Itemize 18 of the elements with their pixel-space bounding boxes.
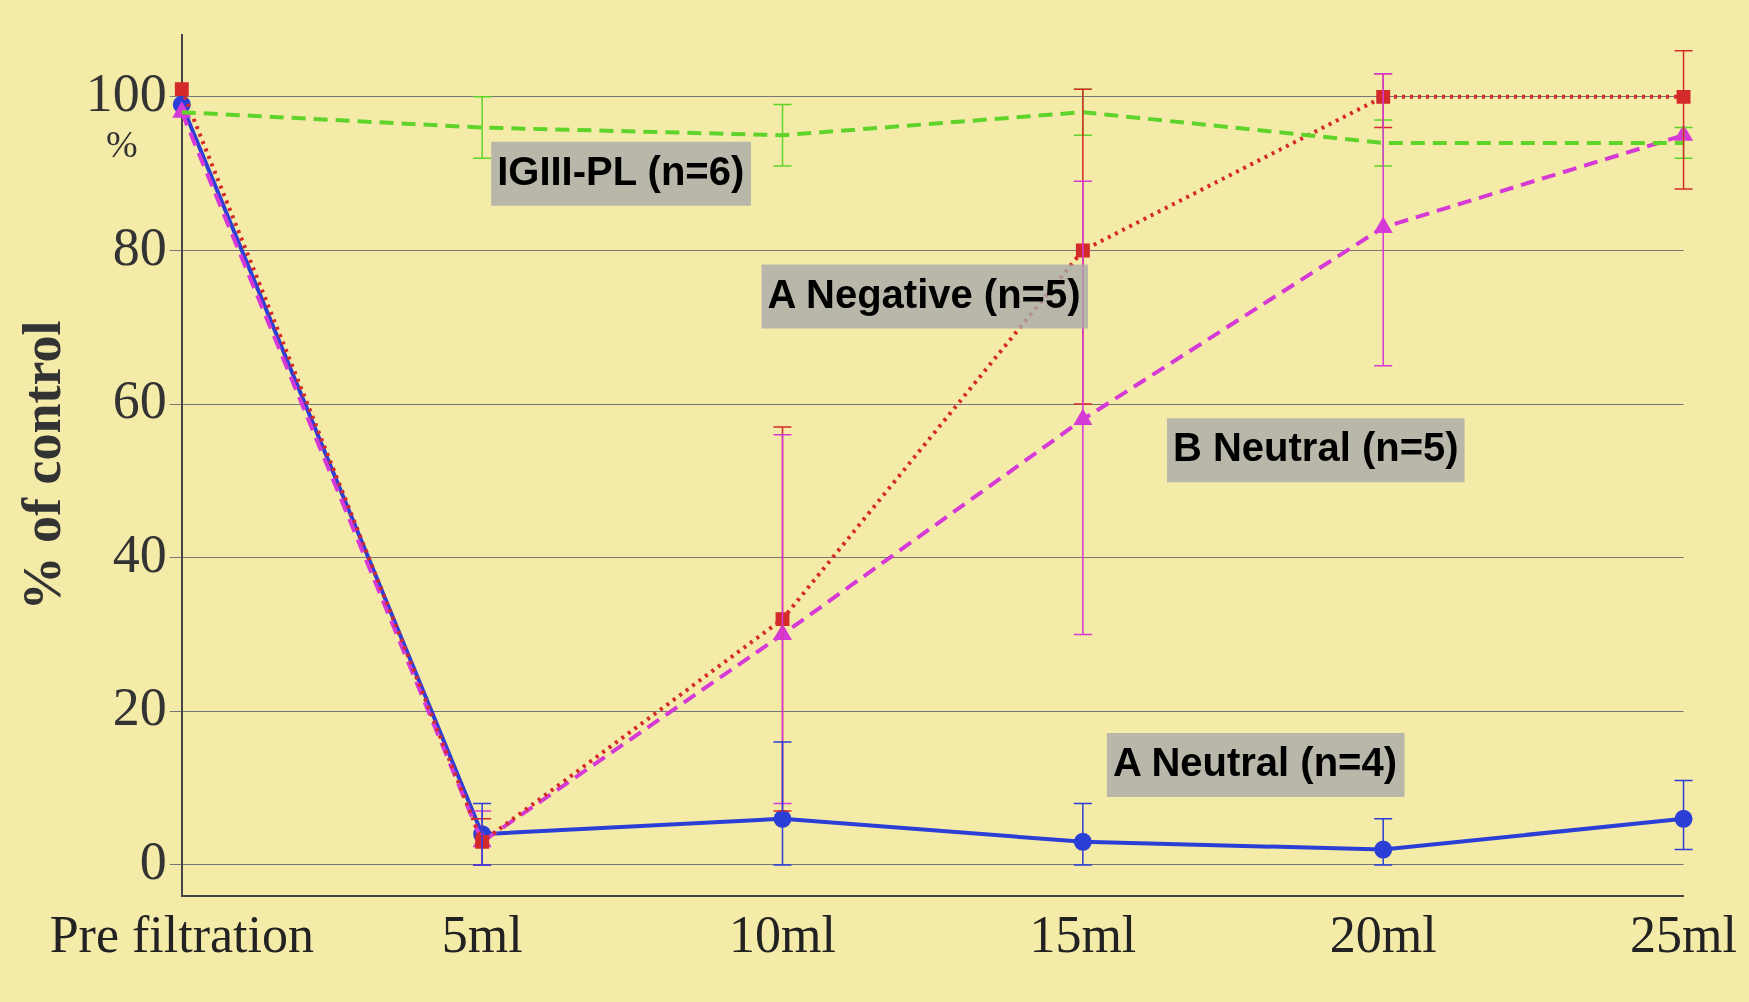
y-tick-label: 60 — [112, 370, 167, 431]
y-tick-label: 20 — [112, 677, 167, 738]
x-tick-label: 15ml — [1029, 906, 1137, 964]
series-label: B Neutral (n=5) — [1172, 425, 1459, 470]
y-tick-label: 100 — [85, 63, 167, 124]
y-tick-label: 0 — [139, 831, 167, 892]
x-tick-label: 25ml — [1630, 906, 1738, 964]
series-label: A Negative (n=5) — [767, 271, 1081, 316]
x-tick-label: 5ml — [441, 906, 523, 964]
series-label: A Neutral (n=4) — [1112, 740, 1398, 785]
text: % — [105, 122, 138, 165]
series-label: IGIII-PL (n=6) — [497, 148, 745, 193]
x-tick-label: 20ml — [1329, 906, 1437, 964]
y-tick-label: 40 — [112, 523, 167, 584]
y-axis-title: % of control — [12, 320, 73, 611]
x-tick-label: Pre filtration — [49, 906, 314, 964]
y-tick-label: 80 — [112, 216, 167, 277]
x-tick-label: 10ml — [729, 906, 836, 964]
